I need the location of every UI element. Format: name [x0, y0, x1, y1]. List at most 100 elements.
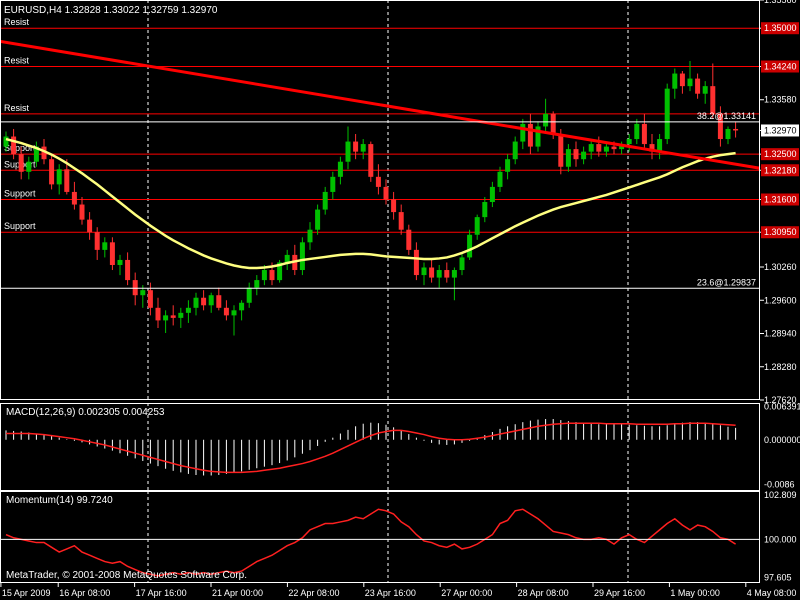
candle-body-50[interactable]: [383, 186, 389, 200]
candle-body-90[interactable]: [687, 78, 693, 87]
candle-body-46[interactable]: [353, 141, 359, 152]
candle-body-93[interactable]: [710, 86, 716, 114]
candle-body-63[interactable]: [482, 202, 488, 218]
candle-body-21[interactable]: [163, 315, 169, 321]
candle-body-28[interactable]: [216, 295, 222, 308]
candle-body-34[interactable]: [261, 270, 267, 281]
candle-body-57[interactable]: [436, 270, 442, 278]
support-resistance-levels[interactable]: ResistResistResistSupportSupportSupportS…: [0, 17, 760, 233]
candle-body-94[interactable]: [717, 113, 723, 140]
candle-body-41[interactable]: [315, 209, 321, 230]
candle-body-64[interactable]: [489, 186, 495, 203]
candle-body-24[interactable]: [185, 307, 191, 313]
candle-body-66[interactable]: [505, 159, 511, 172]
candle-body-25[interactable]: [193, 297, 199, 308]
candle-body-10[interactable]: [79, 204, 85, 220]
candle-body-35[interactable]: [269, 270, 275, 281]
candle-body-54[interactable]: [413, 249, 419, 276]
candle-body-87[interactable]: [664, 88, 670, 140]
candle-body-91[interactable]: [695, 78, 701, 94]
price-panel[interactable]: ResistResistResistSupportSupportSupportS…: [0, 0, 799, 583]
candle-body-77[interactable]: [588, 144, 594, 152]
candle-body-37[interactable]: [284, 254, 290, 263]
candle-body-56[interactable]: [429, 267, 435, 278]
candle-body-2[interactable]: [18, 154, 24, 172]
candle-body-69[interactable]: [527, 123, 533, 147]
candle-body-73[interactable]: [558, 134, 564, 167]
candle-body-75[interactable]: [573, 149, 579, 160]
candle-body-52[interactable]: [398, 212, 404, 230]
macd-panel[interactable]: MACD(12,26,9) 0.002305 0.004253 0.006391…: [5, 402, 800, 490]
candle-body-95[interactable]: [725, 128, 731, 140]
candle-body-17[interactable]: [132, 280, 138, 296]
candle-body-43[interactable]: [330, 176, 336, 192]
candle-body-8[interactable]: [64, 169, 70, 192]
candle-body-22[interactable]: [170, 315, 176, 318]
candle-body-27[interactable]: [208, 295, 214, 306]
candle-body-60[interactable]: [459, 257, 465, 271]
candle-body-0[interactable]: [3, 136, 9, 147]
candle-body-6[interactable]: [49, 159, 55, 185]
candle-body-80[interactable]: [611, 146, 617, 150]
red-trendline[interactable]: [0, 39, 761, 170]
candle-body-68[interactable]: [520, 123, 526, 142]
candle-body-92[interactable]: [702, 86, 708, 94]
candle-body-48[interactable]: [368, 144, 374, 177]
candle-body-47[interactable]: [360, 144, 366, 152]
candle-body-39[interactable]: [299, 242, 305, 271]
candle-body-62[interactable]: [474, 217, 480, 235]
candle-body-33[interactable]: [254, 280, 260, 288]
price-axis[interactable]: 1.35560 1.35000 1.34240 1.33580 1.32970 1.325…: [760, 0, 799, 405]
candle-body-44[interactable]: [337, 161, 343, 177]
candle-body-15[interactable]: [117, 259, 123, 265]
candle-body-88[interactable]: [672, 73, 678, 89]
candle-body-30[interactable]: [231, 310, 237, 316]
candle-body-71[interactable]: [543, 113, 549, 127]
candle-body-20[interactable]: [155, 307, 161, 321]
candle-body-72[interactable]: [550, 113, 556, 135]
candle-body-76[interactable]: [581, 151, 587, 160]
candle-body-42[interactable]: [322, 191, 328, 210]
candle-body-23[interactable]: [178, 312, 184, 318]
candle-body-36[interactable]: [277, 262, 283, 281]
candle-body-61[interactable]: [467, 234, 473, 258]
candle-body-9[interactable]: [71, 191, 77, 205]
candle-body-3[interactable]: [26, 161, 32, 172]
candle-body-45[interactable]: [345, 141, 351, 162]
candle-body-12[interactable]: [94, 232, 100, 250]
candle-body-55[interactable]: [421, 267, 427, 276]
candle-body-18[interactable]: [140, 290, 146, 296]
candle-body-14[interactable]: [109, 242, 115, 265]
candle-body-82[interactable]: [626, 139, 632, 145]
candle-body-85[interactable]: [649, 144, 655, 152]
candle-body-4[interactable]: [33, 146, 39, 162]
candle-body-13[interactable]: [102, 242, 108, 250]
candle-body-19[interactable]: [147, 290, 153, 308]
candle-body-96[interactable]: [733, 128, 739, 131]
candle-body-5[interactable]: [41, 146, 47, 160]
candle-body-40[interactable]: [307, 229, 313, 243]
candle-body-79[interactable]: [603, 146, 609, 152]
candle-body-65[interactable]: [497, 171, 503, 187]
candle-body-31[interactable]: [239, 302, 245, 311]
candle-body-84[interactable]: [641, 123, 647, 145]
candle-body-16[interactable]: [125, 259, 131, 281]
candle-body-53[interactable]: [406, 229, 412, 250]
candle-body-29[interactable]: [223, 307, 229, 316]
candlesticks[interactable]: [3, 60, 739, 336]
candle-body-58[interactable]: [444, 270, 450, 278]
candle-body-74[interactable]: [565, 149, 571, 167]
candle-body-26[interactable]: [201, 297, 207, 306]
candle-body-51[interactable]: [391, 199, 397, 213]
candle-body-49[interactable]: [375, 176, 381, 187]
candle-body-89[interactable]: [679, 73, 685, 87]
candle-body-1[interactable]: [11, 136, 17, 155]
candle-body-59[interactable]: [451, 270, 457, 278]
candle-body-83[interactable]: [634, 123, 640, 140]
candle-body-32[interactable]: [246, 287, 252, 303]
candle-body-67[interactable]: [512, 141, 518, 160]
candle-body-78[interactable]: [596, 144, 602, 152]
candle-body-7[interactable]: [56, 169, 62, 185]
time-axis[interactable]: 15 Apr 2009 16 Apr 08:00 17 Apr 16:00 21 Ap…: [0, 583, 800, 598]
